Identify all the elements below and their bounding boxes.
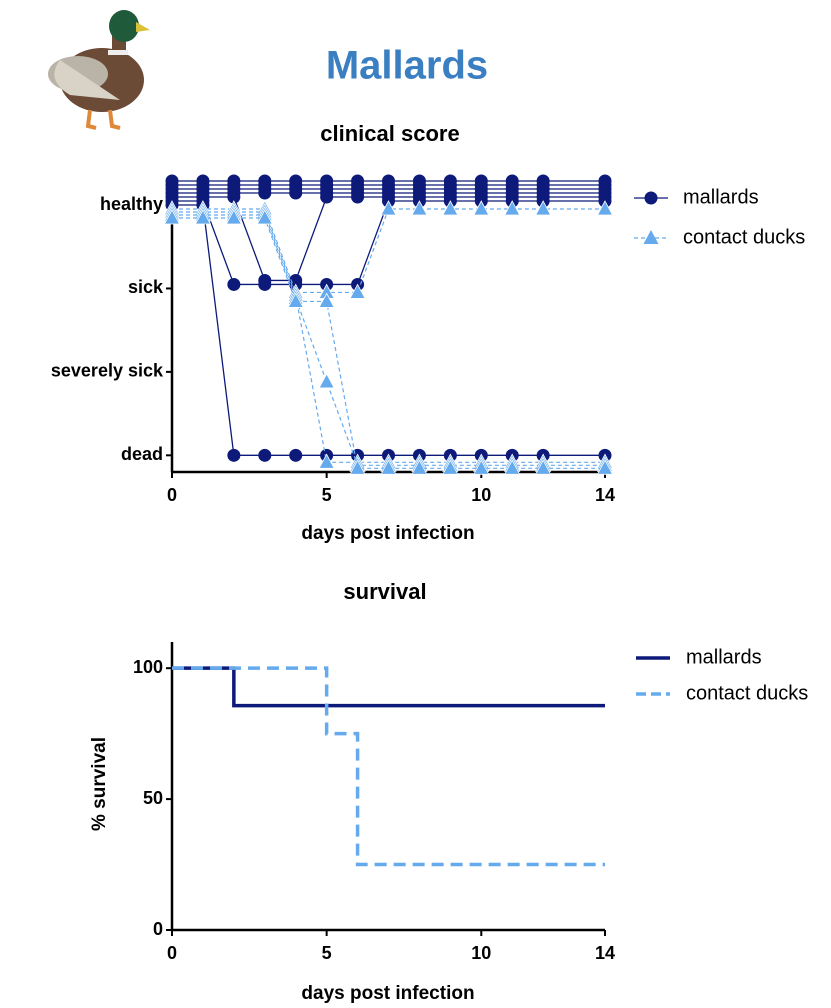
- point: [225, 209, 243, 225]
- y-axis-label: % survival: [89, 737, 110, 831]
- individual: [165, 198, 612, 462]
- chart-title: survival: [343, 579, 426, 604]
- y-tick-label: severely sick: [51, 361, 164, 381]
- point: [258, 273, 272, 287]
- point: [474, 174, 488, 188]
- point: [289, 174, 303, 188]
- point: [411, 459, 428, 475]
- line: [172, 208, 605, 294]
- individual: [163, 209, 614, 475]
- point: [598, 174, 612, 188]
- point: [163, 209, 181, 225]
- x-tick-label: 10: [471, 943, 491, 963]
- point: [256, 209, 273, 225]
- point: [258, 174, 272, 188]
- point: [473, 459, 490, 475]
- line: [172, 204, 605, 456]
- page-title: Mallards: [326, 44, 488, 88]
- legend-label: mallards: [683, 186, 759, 208]
- x-tick-label: 10: [471, 485, 491, 505]
- point: [351, 174, 365, 188]
- legend-label: contact ducks: [683, 226, 805, 248]
- x-tick-label: 5: [322, 943, 332, 963]
- duck-icon: [48, 10, 150, 130]
- individual: [163, 206, 614, 472]
- point: [349, 459, 366, 475]
- x-axis-label: days post infection: [301, 523, 474, 544]
- point: [443, 174, 457, 188]
- point: [473, 200, 490, 216]
- point: [258, 448, 272, 462]
- point: [165, 174, 179, 188]
- point: [411, 200, 428, 216]
- x-axis-label: days post infection: [301, 983, 474, 1004]
- point: [442, 459, 459, 475]
- individual: [165, 174, 612, 188]
- x-tick-label: 14: [595, 943, 615, 963]
- point: [596, 459, 614, 475]
- point: [412, 174, 426, 188]
- point: [380, 459, 397, 475]
- y-tick-label: sick: [128, 277, 164, 297]
- line: [172, 217, 605, 469]
- legend-label: contact ducks: [686, 682, 808, 704]
- point: [442, 200, 459, 216]
- point: [536, 174, 550, 188]
- line: [172, 214, 605, 466]
- point: [289, 273, 303, 287]
- point: [504, 200, 521, 216]
- point: [320, 174, 334, 188]
- y-tick-label: healthy: [100, 194, 163, 214]
- survival-line: [172, 666, 605, 867]
- x-tick-label: 0: [167, 943, 177, 963]
- y-tick-label: 50: [143, 788, 163, 808]
- x-tick-label: 0: [167, 485, 177, 505]
- point: [287, 292, 304, 308]
- point: [380, 200, 397, 216]
- point: [318, 453, 335, 469]
- point: [318, 292, 335, 308]
- y-tick-label: 100: [133, 657, 163, 677]
- legend-marker: [643, 230, 659, 244]
- survival-line: [172, 666, 605, 708]
- legend-label: mallards: [686, 646, 762, 668]
- point: [289, 448, 303, 462]
- point: [318, 373, 335, 389]
- point: [505, 174, 519, 188]
- point: [504, 459, 521, 475]
- x-tick-label: 14: [595, 485, 615, 505]
- point: [227, 174, 241, 188]
- chart-title: clinical score: [320, 121, 459, 146]
- point: [194, 209, 212, 225]
- point: [382, 174, 395, 188]
- line: [172, 211, 605, 463]
- y-tick-label: 0: [153, 919, 163, 939]
- x-tick-label: 5: [322, 485, 332, 505]
- point: [349, 283, 366, 299]
- point: [227, 448, 241, 462]
- point: [596, 200, 614, 216]
- individual: [163, 203, 614, 469]
- point: [534, 200, 552, 216]
- point: [534, 459, 552, 475]
- y-tick-label: dead: [121, 444, 163, 464]
- point: [196, 174, 210, 188]
- legend-marker: [644, 191, 658, 205]
- point: [227, 277, 241, 291]
